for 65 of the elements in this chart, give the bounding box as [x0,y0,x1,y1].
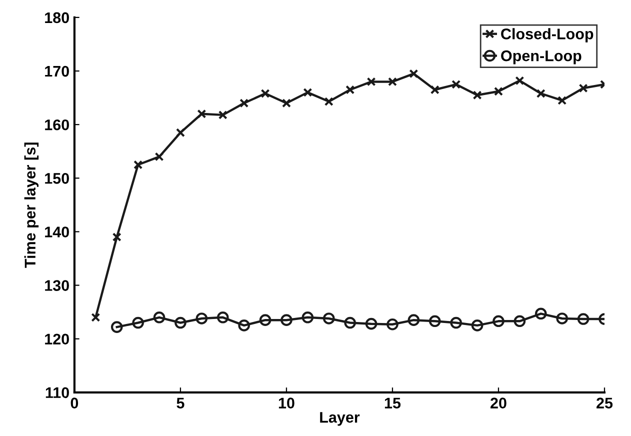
x-tick-label: 10 [278,398,294,408]
point [408,314,420,326]
y-tick-label: 160 [45,119,69,130]
point [556,312,568,324]
point [260,88,270,98]
legend-label: Closed-Loop [501,28,594,42]
point [91,312,100,322]
point [492,315,504,328]
point [196,312,208,324]
point [259,314,272,326]
y-tick-label: 150 [45,173,69,184]
point [176,128,185,138]
point [494,86,504,96]
point [197,109,206,118]
point [472,90,482,100]
x-tick-label: 25 [596,398,613,408]
y-tick-label: 180 [45,12,69,24]
x-tick-label: 0 [70,398,78,408]
point [386,318,398,330]
x-tick-label: 20 [490,398,506,408]
point [112,232,122,242]
point [218,110,228,120]
y-tick-label: 130 [45,280,69,291]
point [174,316,186,329]
point [110,321,123,333]
point [450,316,462,329]
point [558,96,567,105]
point [388,77,397,86]
point [430,85,440,94]
point [134,160,143,170]
point [282,98,291,108]
point [303,88,312,97]
point [154,152,164,162]
point [578,84,588,93]
y-tick-label: 120 [45,334,69,345]
point [536,88,546,98]
y-tick-label: 140 [45,226,69,238]
point [534,308,547,320]
point [577,313,590,325]
x-tick-label: 5 [176,398,184,408]
point [324,97,334,106]
y-axis-title: Time per layer [s] [24,142,39,268]
point [153,312,166,324]
point [240,98,249,108]
y-tick-label: 110 [46,387,69,398]
point [514,315,526,328]
point [515,76,524,86]
point [280,314,292,326]
x-axis-title: Layer [320,412,360,426]
point [216,312,229,324]
legend-label: Open-Loop [501,50,582,64]
point [409,69,418,78]
point [346,85,355,94]
point [132,316,144,329]
point [471,320,484,332]
point [366,77,376,86]
point [365,318,378,330]
point [452,80,461,89]
point [428,315,441,328]
point [302,312,314,324]
point [322,312,335,324]
y-tick-label: 170 [45,66,69,77]
point [238,320,250,332]
x-tick-label: 15 [384,398,401,408]
point [344,316,356,329]
